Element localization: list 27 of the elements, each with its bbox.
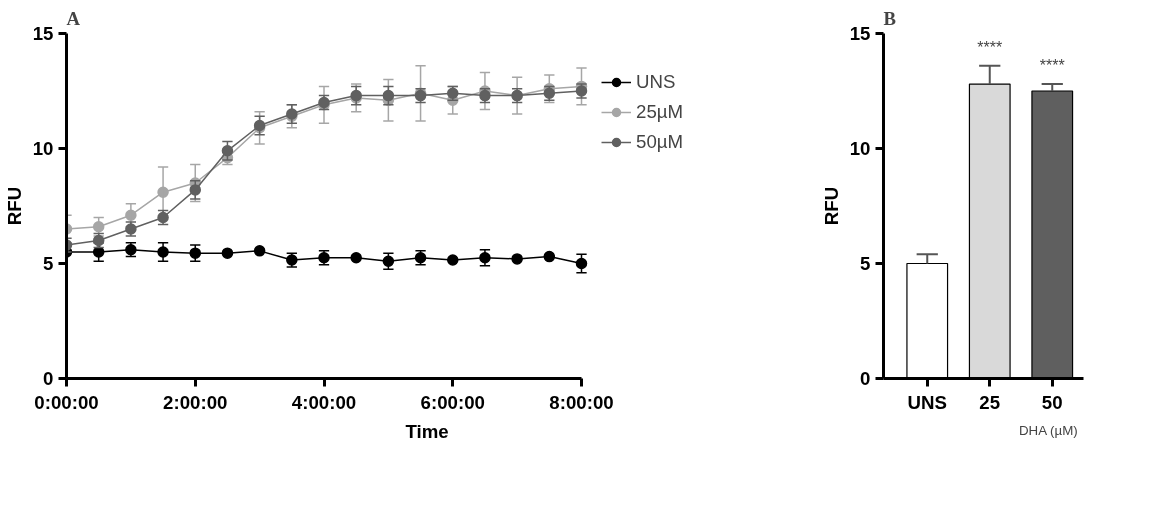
y-tick-label: 5: [860, 253, 871, 274]
y-tick-label: 15: [32, 23, 54, 44]
y-tick-label: 0: [860, 368, 871, 389]
data-label: ****: [977, 38, 1003, 56]
y-tick-label: 10: [849, 138, 871, 159]
text: DHA (µM): [1019, 422, 1078, 438]
x-tick-label: 25: [979, 391, 1001, 413]
data-label: ****: [1039, 57, 1065, 75]
legend-label: 50µM: [636, 131, 684, 153]
chart-title: B: [883, 7, 896, 29]
x-axis-title: Time: [405, 420, 449, 442]
x-tick-label: UNS: [907, 391, 947, 413]
chart-title: A: [66, 7, 81, 29]
y-tick-label: 15: [849, 23, 871, 44]
x-tick-label: 0:00:00: [34, 391, 99, 413]
x-tick-label: 6:00:00: [420, 391, 485, 413]
x-tick-label: 2:00:00: [163, 391, 228, 413]
legend-label: 25µM: [636, 101, 684, 123]
y-tick-label: 10: [32, 138, 54, 159]
y-axis-title: RFU: [820, 186, 842, 226]
x-tick-label: 50: [1041, 391, 1063, 413]
y-axis-title: RFU: [3, 186, 25, 226]
x-tick-label: 8:00:00: [549, 391, 614, 413]
y-tick-label: 0: [43, 368, 54, 389]
y-tick-label: 5: [43, 253, 54, 274]
x-tick-label: 4:00:00: [291, 391, 357, 413]
legend-label: UNS: [636, 71, 676, 93]
